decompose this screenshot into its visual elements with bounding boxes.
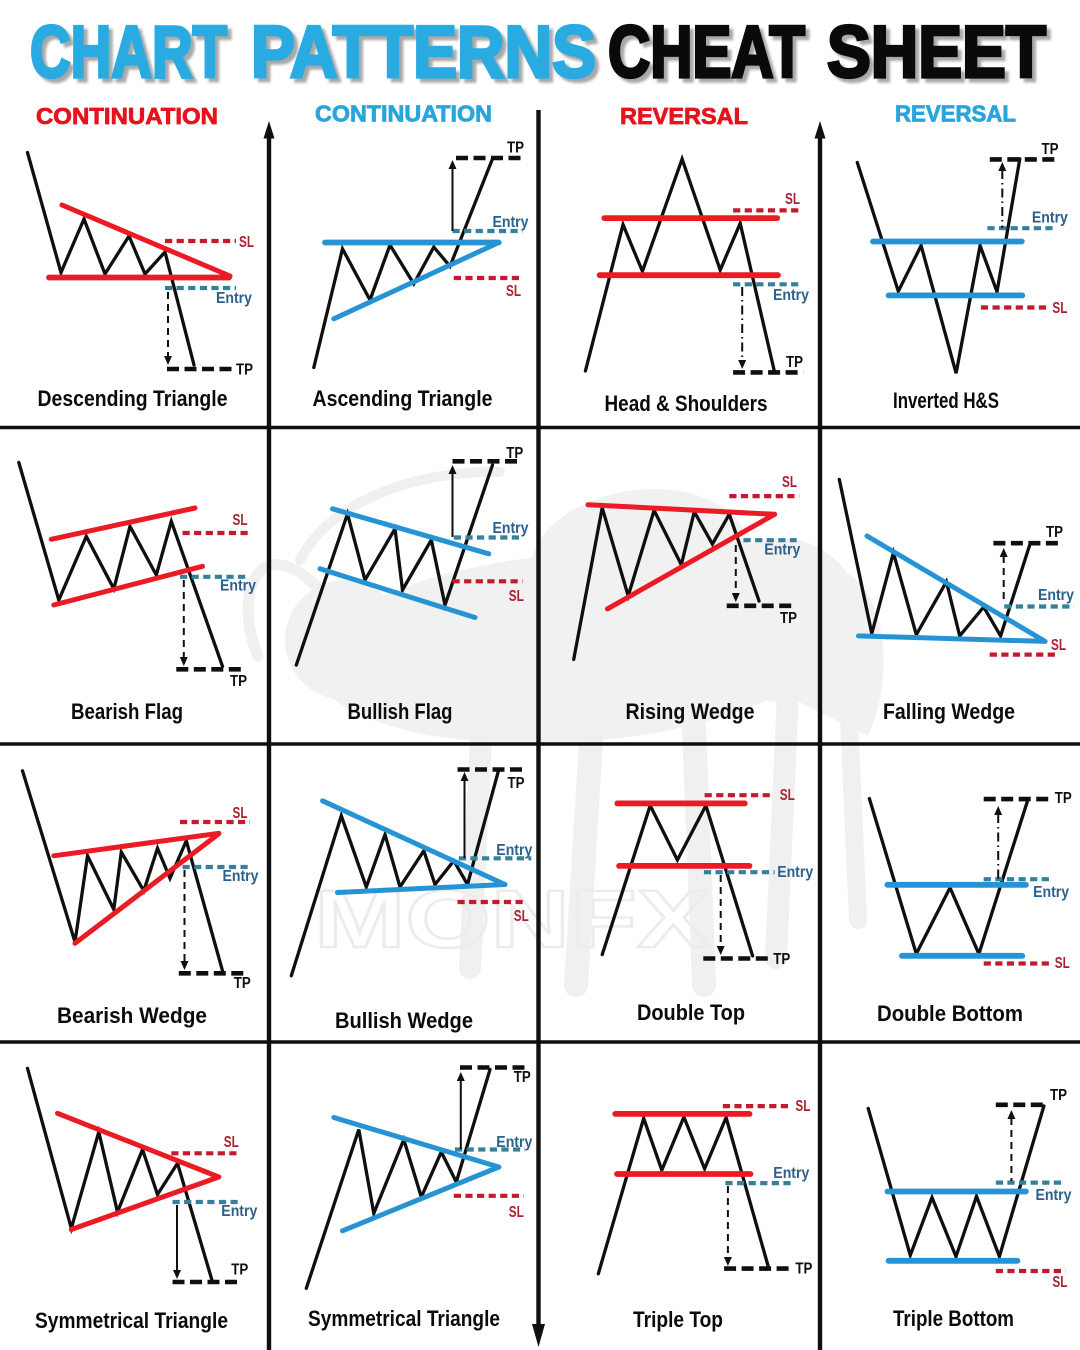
svg-text:TP: TP bbox=[506, 445, 523, 462]
svg-text:Entry: Entry bbox=[1036, 1187, 1072, 1204]
svg-text:SL: SL bbox=[1052, 1274, 1067, 1291]
svg-text:TP: TP bbox=[1046, 524, 1063, 541]
svg-text:Entry: Entry bbox=[221, 1203, 257, 1220]
svg-text:Bearish Wedge: Bearish Wedge bbox=[57, 1003, 207, 1028]
svg-text:Entry: Entry bbox=[1038, 587, 1074, 604]
svg-text:Entry: Entry bbox=[1033, 884, 1069, 901]
svg-text:CHEAT: CHEAT bbox=[608, 12, 805, 93]
svg-text:SL: SL bbox=[514, 908, 529, 925]
svg-text:Rising Wedge: Rising Wedge bbox=[626, 699, 755, 724]
svg-text:TP: TP bbox=[230, 673, 247, 690]
svg-text:TP: TP bbox=[786, 354, 803, 371]
svg-text:TP: TP bbox=[1055, 790, 1072, 807]
svg-text:SL: SL bbox=[1051, 637, 1066, 654]
svg-text:Entry: Entry bbox=[493, 214, 529, 231]
svg-text:Entry: Entry bbox=[773, 1165, 809, 1182]
svg-text:SL: SL bbox=[1055, 955, 1070, 972]
svg-text:SL: SL bbox=[785, 191, 800, 208]
svg-text:CHART: CHART bbox=[34, 16, 231, 97]
svg-text:TP: TP bbox=[1050, 1087, 1067, 1104]
svg-text:TP: TP bbox=[508, 775, 525, 792]
svg-text:SL: SL bbox=[509, 1204, 524, 1221]
svg-text:CHEAT: CHEAT bbox=[612, 16, 809, 97]
svg-text:Double Bottom: Double Bottom bbox=[877, 1001, 1023, 1026]
svg-text:SL: SL bbox=[795, 1098, 810, 1115]
svg-text:Triple Bottom: Triple Bottom bbox=[893, 1306, 1014, 1331]
svg-text:REVERSAL: REVERSAL bbox=[895, 101, 1016, 127]
svg-text:PATTERNS: PATTERNS bbox=[251, 12, 596, 93]
svg-text:Entry: Entry bbox=[1032, 210, 1068, 227]
svg-text:REVERSAL: REVERSAL bbox=[620, 103, 748, 129]
svg-text:Entry: Entry bbox=[493, 520, 529, 537]
svg-text:Double Top: Double Top bbox=[637, 1000, 745, 1025]
svg-text:Symmetrical Triangle: Symmetrical Triangle bbox=[35, 1308, 228, 1333]
svg-text:Entry: Entry bbox=[220, 578, 256, 595]
svg-text:SHEET: SHEET bbox=[831, 16, 1050, 97]
svg-text:CONTINUATION: CONTINUATION bbox=[36, 103, 218, 129]
svg-text:Ascending Triangle: Ascending Triangle bbox=[313, 386, 493, 411]
svg-text:Entry: Entry bbox=[773, 287, 809, 304]
svg-text:TP: TP bbox=[234, 975, 251, 992]
svg-text:SL: SL bbox=[509, 588, 524, 605]
svg-text:Descending Triangle: Descending Triangle bbox=[38, 386, 228, 411]
svg-text:SL: SL bbox=[239, 234, 254, 251]
svg-text:Entry: Entry bbox=[764, 541, 800, 558]
svg-text:TP: TP bbox=[514, 1069, 531, 1086]
svg-text:TP: TP bbox=[507, 140, 524, 157]
svg-text:Entry: Entry bbox=[496, 1134, 532, 1151]
svg-text:Entry: Entry bbox=[777, 864, 813, 881]
svg-text:Bullish Wedge: Bullish Wedge bbox=[335, 1008, 473, 1033]
svg-text:TP: TP bbox=[236, 362, 253, 379]
svg-text:SL: SL bbox=[782, 474, 797, 491]
svg-text:Triple Top: Triple Top bbox=[633, 1307, 723, 1332]
svg-text:TP: TP bbox=[795, 1261, 812, 1278]
svg-text:PATTERNS: PATTERNS bbox=[255, 16, 600, 97]
svg-text:Entry: Entry bbox=[223, 868, 259, 885]
svg-text:MONFX: MONFX bbox=[314, 874, 710, 965]
svg-text:TP: TP bbox=[1042, 141, 1059, 158]
svg-text:Bearish Flag: Bearish Flag bbox=[71, 699, 183, 724]
svg-text:TP: TP bbox=[231, 1262, 248, 1279]
svg-text:SHEET: SHEET bbox=[827, 12, 1046, 93]
svg-text:Symmetrical Triangle: Symmetrical Triangle bbox=[308, 1306, 500, 1331]
svg-text:Inverted H&S: Inverted H&S bbox=[893, 388, 999, 413]
svg-text:SL: SL bbox=[224, 1134, 239, 1151]
svg-text:TP: TP bbox=[780, 610, 797, 627]
svg-text:SL: SL bbox=[506, 283, 521, 300]
svg-text:CHART: CHART bbox=[30, 12, 227, 93]
svg-text:Head & Shoulders: Head & Shoulders bbox=[605, 391, 768, 416]
svg-text:TP: TP bbox=[773, 951, 790, 968]
svg-text:Bullish Flag: Bullish Flag bbox=[348, 699, 453, 724]
svg-text:CONTINUATION: CONTINUATION bbox=[315, 101, 492, 127]
svg-text:Entry: Entry bbox=[216, 290, 252, 307]
svg-text:Falling Wedge: Falling Wedge bbox=[883, 699, 1015, 724]
svg-text:SL: SL bbox=[233, 805, 248, 822]
svg-text:SL: SL bbox=[780, 787, 795, 804]
svg-text:Entry: Entry bbox=[496, 842, 532, 859]
svg-text:SL: SL bbox=[233, 512, 248, 529]
svg-text:SL: SL bbox=[1052, 300, 1067, 317]
